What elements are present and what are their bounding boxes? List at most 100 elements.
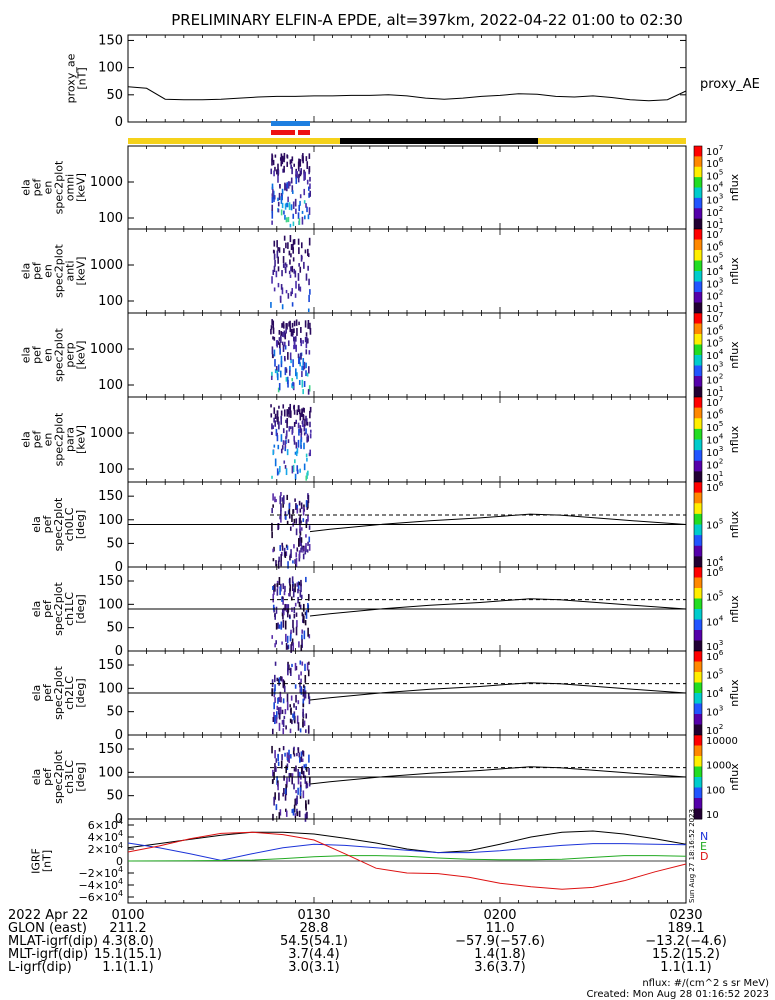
panel-ch3LC-pixel [286, 763, 289, 767]
panel-para-colorbar-band [694, 418, 702, 430]
panel-ch0LC-pixel [273, 546, 275, 552]
panel-ch2LC-pixel [274, 661, 277, 666]
panel-anti-pixel [270, 301, 272, 308]
panel-omni-pixel [277, 197, 279, 202]
panel-ch0LC-pixel [286, 520, 289, 525]
panel-ch1LC-colorbar-band [694, 609, 702, 620]
panel-ch2LC-pixel [285, 725, 287, 730]
panel-anti-pixel [281, 287, 284, 295]
panel-anti-pixel [291, 265, 294, 273]
panel-omni-frame [127, 145, 687, 230]
panel-omni-pixel [305, 156, 308, 162]
panel-ch0LC-pixel [296, 504, 299, 510]
panel-ch2LC-pixel [306, 662, 309, 671]
panel-ch1LC-ylabel-line-1: pef [41, 599, 54, 618]
panel-omni-pixel [291, 190, 294, 194]
panel-ch3LC-pixel [296, 811, 299, 817]
panel-ch3LC-ylabel-line-4: [deg] [74, 762, 87, 791]
panel-ch0LC-colorbar-label: nflux [728, 510, 741, 538]
panel-ch0LC-pixel [284, 551, 287, 558]
panel-para-pixel [305, 453, 308, 458]
panel-para-pixel [272, 425, 274, 430]
panel-perp-pixel [284, 345, 287, 350]
panel-perp-pixel [272, 327, 275, 334]
panel-ch2LC-pixel [299, 681, 301, 688]
panel-perp-pixel [293, 336, 296, 344]
panel-perp-pixel [295, 368, 297, 377]
panel-para-pixel [296, 409, 299, 416]
panel-para-colorbar-band [694, 460, 702, 472]
panel-ch3LC-ytick-label: 0 [115, 812, 123, 827]
panel-ch3LC-ylabel-line-1: pef [41, 767, 54, 786]
panel-ch2LC-ylabel-line-4: [deg] [74, 678, 87, 707]
panel-ch3LC-pixel [301, 767, 303, 774]
panel-ch3LC-pixel [285, 783, 287, 790]
panel-anti-ylabel-line-4: anti [64, 260, 77, 281]
panel-ch3LC-pixel [305, 784, 308, 789]
panel-perp-ylabel-line-0: ela [20, 347, 33, 364]
panel-ch1LC-pixel [294, 602, 297, 607]
panel-para-pixel [288, 407, 290, 415]
panel-anti-pixel [290, 244, 293, 251]
panel-perp-pixel [285, 377, 288, 382]
panel-para-pixel [306, 472, 308, 479]
panel-ch3LC-pixel [291, 777, 293, 785]
panel-perp-pixel [298, 321, 300, 326]
panel-igrf-ytick-label: −6×104 [79, 889, 123, 904]
proxy-ae-ytick-label: 0 [115, 115, 123, 130]
panel-para-pixel [277, 416, 279, 425]
panel-para-pixel [283, 409, 286, 417]
panel-para-pixel [290, 410, 292, 418]
panel-para-pixel [281, 445, 284, 450]
panel-ch2LC-pixel [277, 697, 279, 704]
panel-ch1LC-pixel [276, 588, 279, 596]
panel-anti-colorbar-tick: 101 [706, 300, 723, 315]
panel-perp-pixel [307, 323, 309, 329]
panel-perp-pixel [271, 346, 274, 355]
panel-ch0LC-pixel [290, 549, 292, 559]
panel-ch2LC-pixel [277, 678, 280, 683]
panel-ch3LC-pixel [279, 809, 282, 816]
panel-omni-pixel [292, 213, 295, 219]
panel-ch0LC-pixel [295, 552, 298, 558]
panel-perp-pixel [281, 323, 283, 328]
panel-para-ylabel-line-3: spec2plot [53, 412, 66, 466]
panel-igrf-legend-D: D [700, 850, 708, 863]
panel-para-pixel [306, 436, 308, 443]
panel-ch1LC-loss-cone [309, 598, 687, 617]
panel-omni-pixel [303, 188, 306, 196]
panel-perp-pixel [306, 338, 309, 344]
panel-ch3LC-pixel [275, 758, 278, 763]
panel-perp-ylabel-line-5: [keV] [75, 341, 88, 370]
tick-row-value: 15.2(15.2) [652, 947, 720, 962]
panel-para-pixel [276, 410, 279, 418]
panel-anti-pixel [298, 263, 300, 267]
panel-ch3LC-pixel [283, 788, 285, 794]
panel-perp-pixel [277, 341, 280, 345]
panel-perp-pixel [282, 322, 285, 326]
panel-ch1LC-pixel [300, 644, 303, 651]
panel-omni-pixel [303, 169, 305, 175]
panel-ch1LC-colorbar-label: nflux [728, 595, 741, 623]
panel-anti-colorbar-tick: 104 [706, 263, 724, 278]
panel-ch3LC-pixel [305, 800, 307, 809]
panel-anti-pixel [281, 304, 284, 310]
panel-anti-pixel [308, 278, 310, 286]
panel-ch2LC-colorbar-band [694, 724, 702, 736]
panel-ch2LC-pixel [282, 728, 285, 735]
panel-ch2LC-pixel [299, 660, 302, 665]
panel-para-pixel [309, 406, 312, 413]
panel-para-pixel [279, 465, 281, 473]
panel-ch2LC-pixel [284, 709, 287, 715]
panel-para-pixel [305, 418, 308, 426]
panel-para-pixel [303, 432, 306, 436]
panel-anti-colorbar-tick: 106 [706, 238, 724, 253]
panel-para-pixel [306, 421, 309, 426]
panel-para-pixel [271, 423, 273, 430]
panel-omni-pixel [285, 217, 288, 223]
panel-ch1LC-ylabel-line-2: spec2plot [52, 582, 65, 636]
panel-perp-pixel [278, 330, 281, 335]
panel-para-pixel [276, 432, 278, 437]
panel-ch3LC-pixel [303, 764, 306, 769]
panel-para-pixel [270, 431, 273, 436]
